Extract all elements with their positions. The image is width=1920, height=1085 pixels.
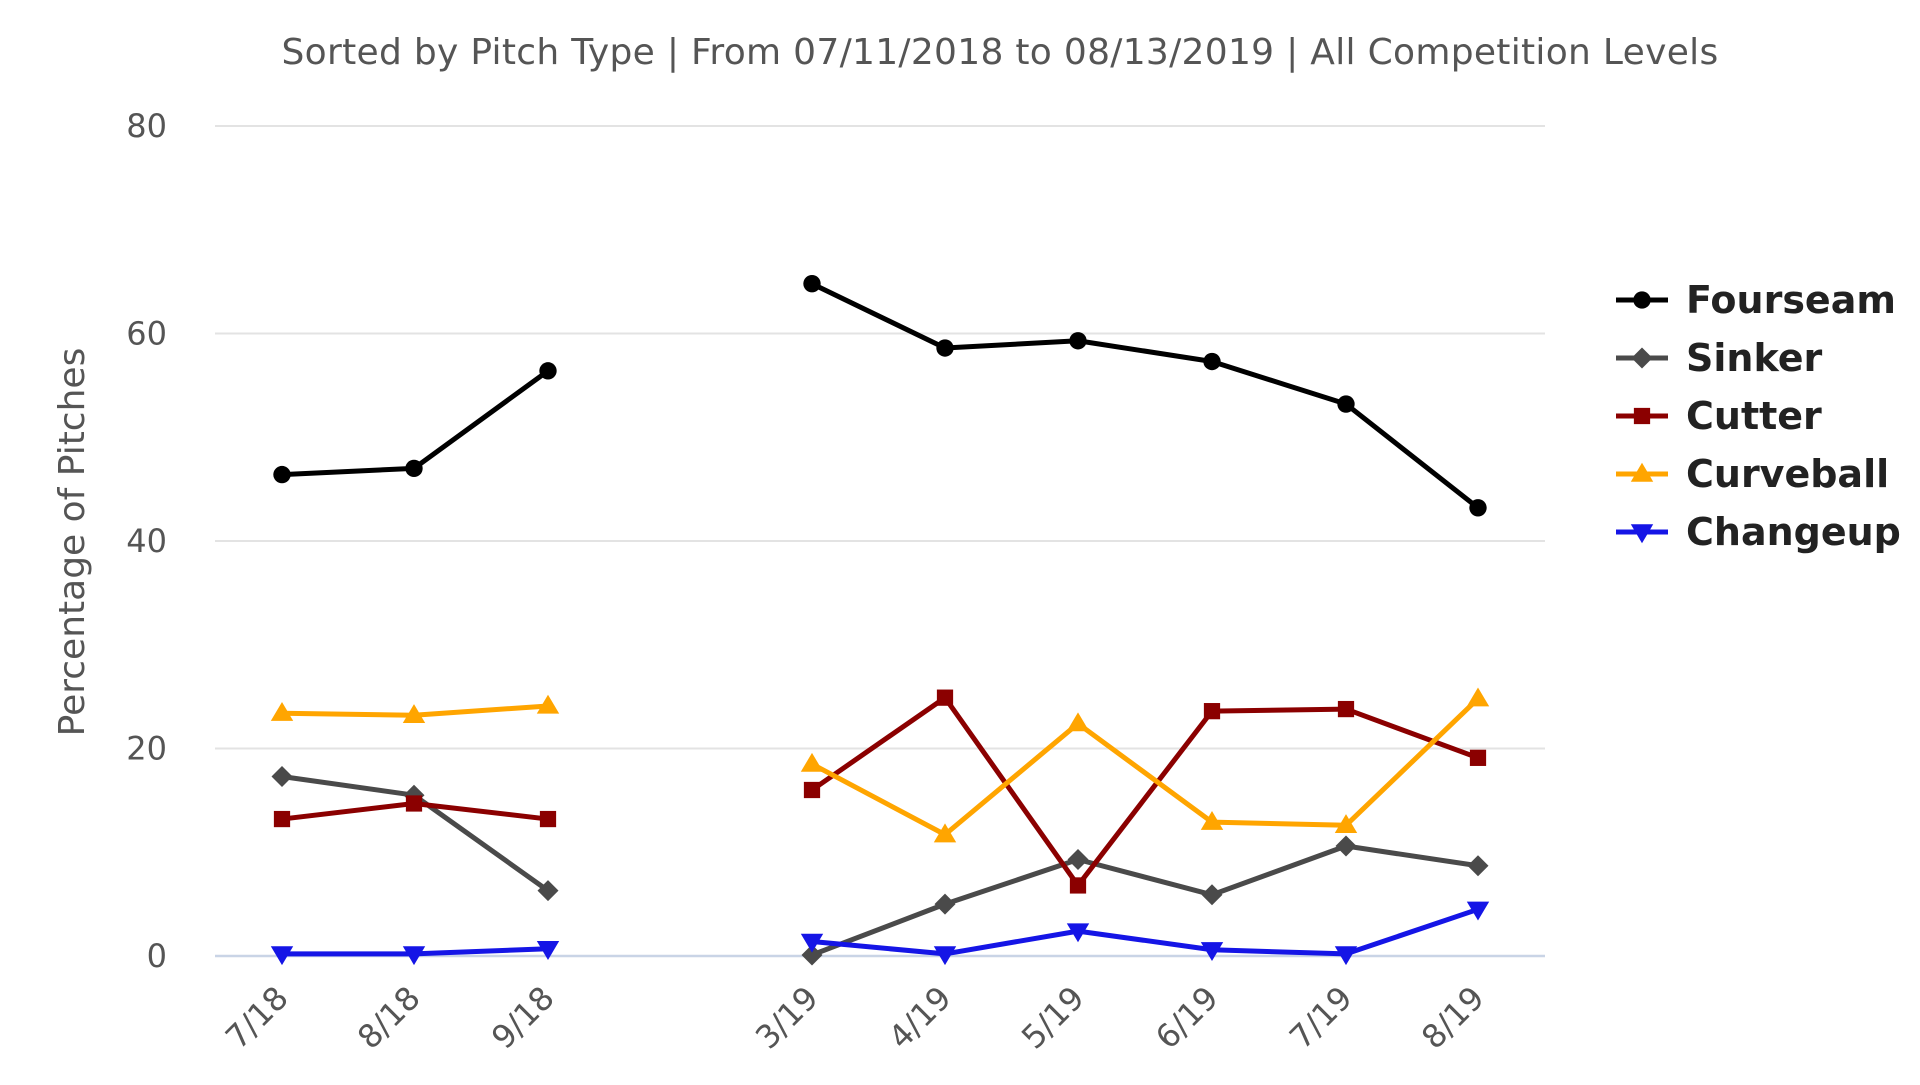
data-point-fourseam[interactable] — [273, 465, 291, 484]
legend-label: Changeup — [1686, 510, 1901, 554]
x-tick-label: 3/19 — [748, 979, 826, 1057]
data-point-sinker[interactable] — [1467, 855, 1489, 877]
data-point-sinker[interactable] — [801, 944, 823, 966]
x-tick-label: 8/19 — [1414, 979, 1492, 1057]
y-tick-label: 20 — [126, 730, 167, 768]
x-tick-label: 7/18 — [218, 979, 296, 1057]
data-point-sinker[interactable] — [1067, 849, 1089, 871]
legend-item-cutter[interactable]: Cutter — [1616, 394, 1822, 438]
data-point-cutter[interactable] — [803, 781, 821, 799]
x-tick-labels: 7/18 8/18 9/18 3/19 4/19 5/19 6/19 7/19 8/19 — [218, 979, 1492, 1057]
data-point-fourseam[interactable] — [405, 459, 423, 478]
legend-item-changeup[interactable]: Changeup — [1616, 510, 1901, 554]
series-line-fourseam — [809, 281, 1481, 511]
legend-label: Fourseam — [1686, 278, 1896, 322]
data-point-fourseam[interactable] — [1203, 352, 1221, 371]
x-tick-label: 9/18 — [484, 979, 562, 1057]
x-tick-label: 8/18 — [350, 979, 428, 1057]
series-group — [270, 275, 1490, 966]
data-point-cutter[interactable] — [936, 689, 954, 706]
series-cutter — [273, 689, 1487, 894]
data-point-cutter[interactable] — [405, 795, 423, 812]
y-tick-label: 80 — [126, 107, 167, 145]
legend-label: Curveball — [1686, 452, 1889, 496]
legend-marker — [1630, 524, 1654, 544]
legend: Fourseam Sinker Cutter Curveball Changeup — [1616, 278, 1901, 554]
x-tick-label: 7/19 — [1282, 979, 1360, 1057]
data-point-fourseam[interactable] — [936, 339, 954, 357]
series-line-cutter — [809, 695, 1481, 888]
data-point-curveball[interactable] — [1066, 712, 1090, 732]
data-point-cutter[interactable] — [1337, 700, 1355, 718]
data-point-changeup[interactable] — [933, 946, 957, 966]
legend-marker — [1633, 291, 1651, 309]
data-point-changeup[interactable] — [1334, 946, 1358, 966]
series-line-changeup — [809, 906, 1481, 957]
series-line-curveball — [809, 696, 1481, 838]
data-point-curveball[interactable] — [1466, 687, 1490, 707]
data-point-sinker[interactable] — [1201, 884, 1223, 906]
data-point-curveball[interactable] — [800, 752, 824, 772]
y-tick-label: 0 — [147, 937, 167, 975]
legend-marker — [1630, 462, 1654, 482]
data-point-curveball[interactable] — [1200, 810, 1224, 830]
data-point-changeup[interactable] — [536, 941, 560, 960]
data-point-fourseam[interactable] — [803, 275, 821, 293]
series-line-fourseam — [279, 368, 551, 478]
y-tick-label: 60 — [126, 315, 167, 353]
y-tick-labels: 0 20 40 60 80 — [126, 107, 167, 975]
data-point-sinker[interactable] — [934, 893, 956, 915]
data-point-sinker[interactable] — [271, 766, 293, 788]
data-point-fourseam[interactable] — [1069, 332, 1087, 350]
gridlines — [215, 125, 1545, 958]
data-point-cutter[interactable] — [539, 810, 557, 828]
x-tick-label: 4/19 — [881, 979, 959, 1057]
series-line-sinker — [809, 843, 1481, 958]
data-point-changeup[interactable] — [1066, 923, 1090, 943]
legend-item-sinker[interactable]: Sinker — [1616, 336, 1822, 380]
data-point-fourseam[interactable] — [1337, 395, 1355, 413]
data-point-fourseam[interactable] — [1469, 499, 1487, 517]
x-tick-label: 6/19 — [1148, 979, 1226, 1057]
data-point-changeup[interactable] — [1200, 942, 1224, 961]
data-point-changeup[interactable] — [800, 933, 824, 953]
data-point-sinker[interactable] — [1335, 835, 1357, 857]
chart-subtitle: Sorted by Pitch Type | From 07/11/2018 t… — [282, 32, 1719, 73]
series-fourseam — [273, 275, 1487, 517]
legend-label: Sinker — [1686, 336, 1822, 380]
series-changeup — [270, 901, 1490, 966]
data-point-curveball[interactable] — [933, 823, 957, 843]
data-point-curveball[interactable] — [536, 694, 560, 714]
data-point-curveball[interactable] — [1334, 814, 1358, 833]
data-point-curveball[interactable] — [270, 702, 294, 721]
legend-item-fourseam[interactable]: Fourseam — [1616, 278, 1896, 322]
legend-marker — [1631, 347, 1653, 369]
data-point-cutter[interactable] — [273, 810, 291, 828]
legend-item-curveball[interactable]: Curveball — [1616, 452, 1889, 496]
legend-marker — [1633, 407, 1651, 425]
x-tick-label: 5/19 — [1014, 979, 1092, 1057]
series-sinker — [271, 766, 1489, 966]
data-point-cutter[interactable] — [1469, 749, 1487, 766]
data-point-sinker[interactable] — [537, 880, 559, 902]
data-point-changeup[interactable] — [270, 946, 294, 966]
y-tick-label: 40 — [126, 522, 167, 560]
data-point-curveball[interactable] — [402, 704, 426, 723]
data-point-fourseam[interactable] — [539, 362, 557, 380]
series-curveball — [270, 687, 1490, 843]
data-point-cutter[interactable] — [1203, 703, 1221, 720]
legend-label: Cutter — [1686, 394, 1822, 438]
data-point-cutter[interactable] — [1069, 877, 1087, 894]
data-point-changeup[interactable] — [1466, 901, 1490, 921]
y-axis-label: Percentage of Pitches — [52, 348, 93, 737]
data-point-changeup[interactable] — [402, 946, 426, 966]
